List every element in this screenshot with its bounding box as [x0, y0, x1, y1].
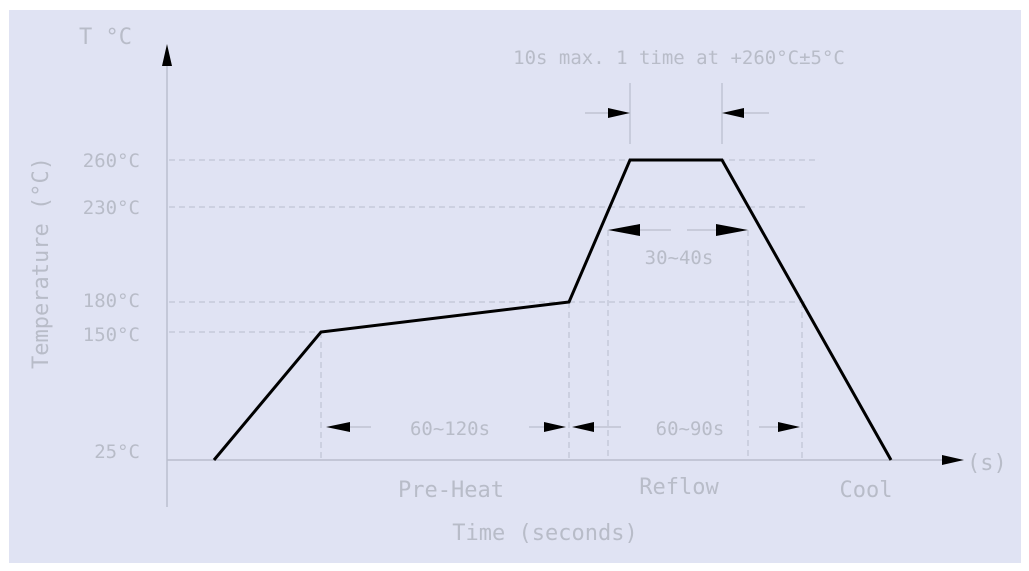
duration-preheat: 60~120s — [410, 418, 490, 440]
x-axis-arrowhead — [942, 455, 964, 465]
x-axis-unit-label: (s) — [967, 451, 1007, 476]
y-axis-title: Temperature (°C) — [29, 157, 54, 369]
diagram-canvas: T °C Temperature (°C) (s) Time (seconds)… — [9, 10, 1021, 563]
tick-label-260: 260°C — [83, 150, 140, 172]
y-axis-arrowhead — [162, 44, 172, 66]
duration-above-230: 30~40s — [645, 247, 714, 269]
zone-label-reflow: Reflow — [639, 475, 719, 500]
zone-label-cool: Cool — [840, 478, 893, 503]
y-axis-unit-label: T °C — [79, 25, 132, 50]
above-230-arrow-right — [716, 224, 748, 236]
duration-reflow: 60~90s — [656, 418, 725, 440]
peak-arrow-left — [608, 108, 630, 118]
reflow-arrow-left — [572, 422, 594, 432]
reflow-profile-diagram: T °C Temperature (°C) (s) Time (seconds)… — [29, 25, 1007, 546]
reflow-profile-curve — [212, 158, 893, 461]
above-230-arrow-left — [608, 224, 640, 236]
peak-arrow-right — [722, 108, 744, 118]
peak-note: 10s max. 1 time at +260°C±5°C — [513, 47, 845, 69]
reflow-arrow-right — [778, 422, 800, 432]
zone-label-preheat: Pre-Heat — [398, 478, 504, 503]
tick-label-180: 180°C — [83, 290, 140, 312]
preheat-arrow-left — [326, 422, 350, 432]
tick-label-25: 25°C — [94, 441, 140, 463]
tick-label-230: 230°C — [83, 197, 140, 219]
preheat-arrow-right — [544, 422, 566, 432]
tick-label-150: 150°C — [83, 324, 140, 346]
x-axis-title: Time (seconds) — [452, 521, 637, 546]
